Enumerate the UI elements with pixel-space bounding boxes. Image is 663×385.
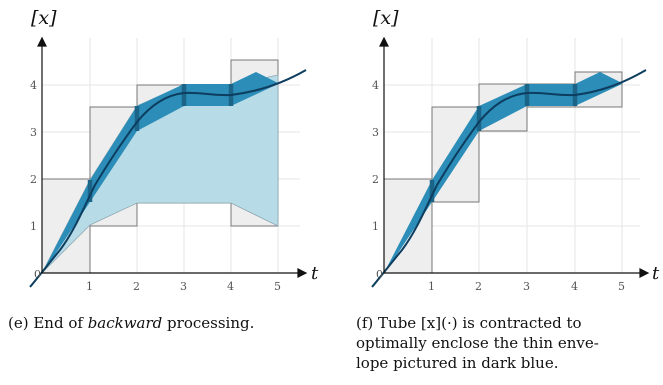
x-tick-e-2: 2: [133, 280, 140, 293]
x-tick-e-1: 1: [86, 280, 93, 293]
caption-f-line1: (f) Tube [x](·) is contracted to: [356, 314, 582, 332]
tube-dark-e: [42, 72, 278, 274]
caption-f: (f) Tube [x](·) is contracted to optimal…: [356, 313, 599, 373]
box-f-1: [383, 178, 433, 274]
origin-label-f: 0: [376, 268, 383, 281]
x-tick-e-5: 5: [274, 280, 281, 293]
trajectory-f: [371, 69, 647, 288]
panel-f: 0 1 2 3 4 5 1 2 3 4 [x] t: [371, 7, 660, 293]
axes-e: [37, 36, 308, 278]
x-axis-label-f: t: [652, 263, 660, 284]
origin-label-e: 0: [34, 268, 41, 281]
tube-dark-f: [384, 72, 622, 274]
caption-f-line2: optimally enclose the thin enve-: [356, 334, 599, 352]
y-tick-f-1: 1: [372, 220, 379, 233]
caption-f-line3: lope pictured in dark blue.: [356, 354, 559, 372]
x-tick-e-3: 3: [180, 280, 187, 293]
x-tick-f-2: 2: [475, 280, 482, 293]
x-tick-f-4: 4: [571, 280, 578, 293]
caption-e-emphasis: backward: [87, 314, 163, 332]
x-tick-f-5: 5: [618, 280, 625, 293]
y-tick-e-2: 2: [30, 173, 37, 186]
trajectory-e: [29, 69, 307, 288]
y-tick-e-1: 1: [30, 220, 37, 233]
caption-e: (e) End of backward processing.: [8, 313, 254, 333]
y-tick-e-4: 4: [30, 79, 37, 92]
x-tick-f-1: 1: [428, 280, 435, 293]
caption-e-prefix: (e) End of: [8, 314, 88, 332]
y-tick-f-4: 4: [372, 79, 379, 92]
y-axis-label-f: [x]: [373, 7, 399, 29]
caption-e-suffix: processing.: [162, 314, 255, 332]
y-tick-f-2: 2: [372, 173, 379, 186]
axes-f: [379, 36, 650, 278]
y-tick-f-3: 3: [372, 126, 379, 139]
x-axis-label-e: t: [311, 263, 319, 284]
y-axis-label-e: [x]: [31, 7, 57, 29]
x-tick-f-3: 3: [523, 280, 530, 293]
y-tick-e-3: 3: [30, 126, 37, 139]
panel-e: 0 1 2 3 4 5 1 2 3 4 [x] t: [29, 7, 319, 293]
x-tick-e-4: 4: [227, 280, 234, 293]
